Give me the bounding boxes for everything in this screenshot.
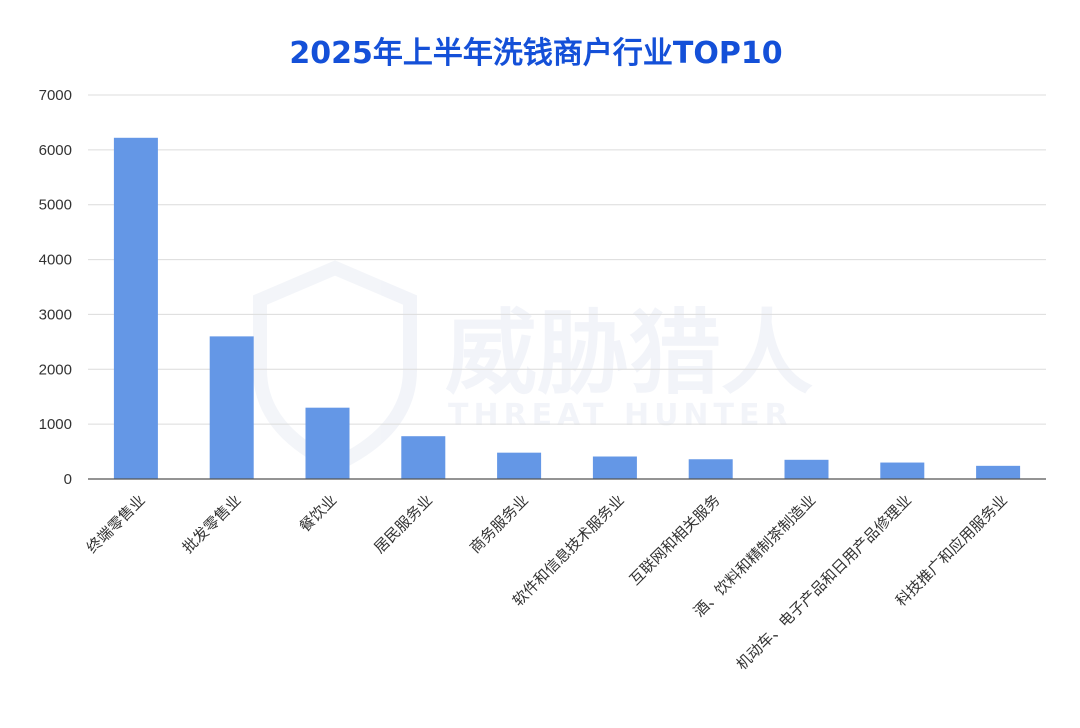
- x-tick-label: 批发零售业: [179, 491, 245, 557]
- watermark-cn-text: 威胁猎人: [445, 300, 813, 407]
- y-tick-label: 0: [64, 471, 72, 488]
- bars: [113, 137, 1021, 479]
- x-tick-label: 居民服务业: [370, 491, 436, 557]
- chart-title: 2025年上半年洗钱商户行业TOP10: [289, 36, 782, 71]
- x-tick-label: 商务服务业: [466, 491, 532, 557]
- bar-4: [497, 452, 542, 479]
- y-tick-label: 6000: [39, 142, 72, 159]
- x-tick-label: 餐饮业: [296, 491, 341, 536]
- bar-9: [976, 465, 1021, 479]
- x-tick-label: 机动车、电子产品和日用产品修理业: [733, 491, 915, 673]
- y-axis-ticks: 0 1000 2000 3000 4000 5000 6000 7000: [39, 87, 72, 488]
- watermark-en-text: THREAT HUNTER: [448, 398, 793, 433]
- y-tick-label: 7000: [39, 87, 72, 104]
- bar-0: [113, 137, 158, 479]
- grid-lines: [88, 94, 1046, 425]
- y-tick-label: 4000: [39, 252, 72, 269]
- y-tick-label: 5000: [39, 197, 72, 214]
- watermark: 威胁猎人 THREAT HUNTER: [253, 260, 813, 473]
- bar-7: [784, 459, 829, 479]
- y-tick-label: 1000: [39, 416, 72, 433]
- bar-6: [688, 459, 733, 479]
- x-axis-ticks: 终端零售业 批发零售业 餐饮业 居民服务业 商务服务业软件和信息技术服务业互联网和相关服…: [83, 491, 1011, 673]
- bar-3: [401, 436, 446, 479]
- bar-8: [880, 462, 925, 479]
- x-tick-label: 互联网和相关服务: [626, 491, 724, 589]
- bar-5: [592, 456, 637, 479]
- bar-1: [209, 336, 254, 479]
- bar-2: [305, 407, 350, 479]
- x-tick-label: 终端零售业: [83, 491, 149, 557]
- y-tick-label: 2000: [39, 361, 72, 378]
- y-tick-label: 3000: [39, 306, 72, 323]
